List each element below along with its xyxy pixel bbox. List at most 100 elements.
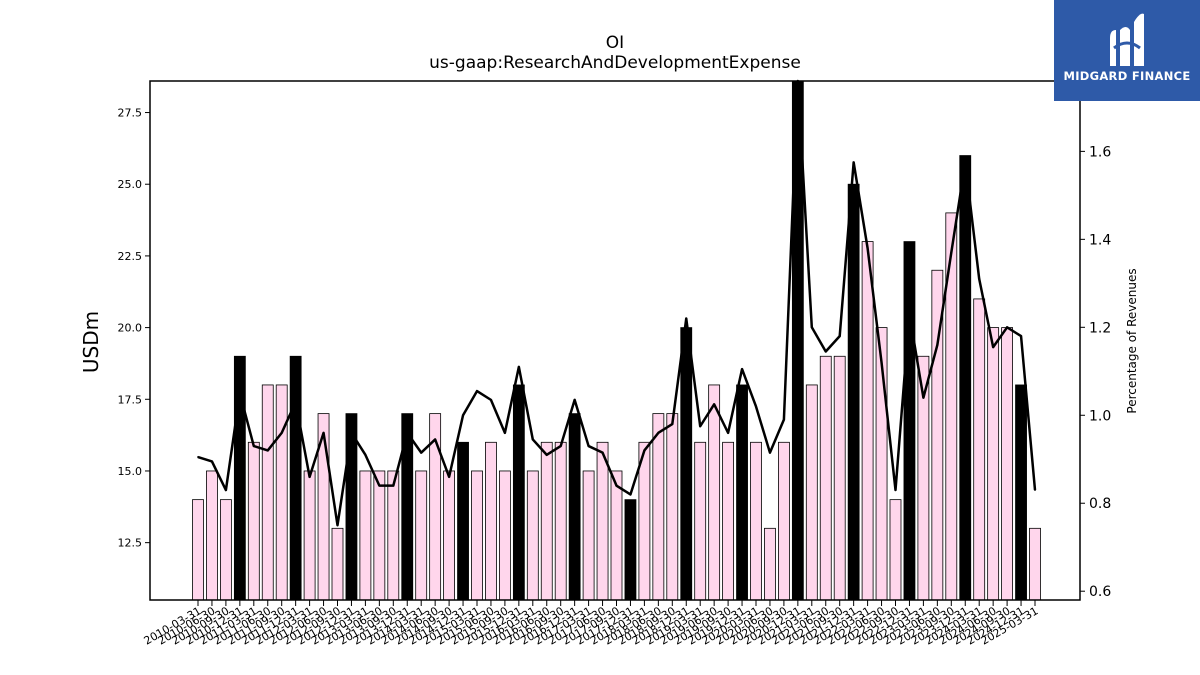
line-point-2011-09-30 [280,431,283,434]
line-point-2016-06-30 [545,453,548,456]
line-point-2014-03-31 [420,451,423,454]
y2-tick-label: 1.6 [1089,144,1111,160]
brand-name: MIDGARD FINANCE [1063,69,1191,83]
line-point-2012-09-30 [336,524,339,527]
bar-2019-03-31 [694,441,707,601]
line-point-2023-12-31 [964,161,967,164]
line-point-2013-06-30 [378,484,381,487]
line-point-2024-12-31 [1020,335,1022,338]
line-point-2013-12-31 [406,431,409,434]
bar-2018-06-30 [652,413,665,601]
line-point-2019-09-30 [727,431,729,434]
bar-2012-12-31 [345,413,358,601]
line-point-2013-09-30 [392,484,395,487]
bar-2011-03-31 [247,441,260,601]
line-series [197,79,1037,527]
bar-2013-03-31 [359,470,372,601]
line-point-2010-09-30 [225,489,227,491]
bar-2012-09-30 [331,527,344,601]
line-point-2015-09-30 [504,431,506,434]
line-point-2025-03-31 [1034,489,1036,491]
bar-2024-12-31 [1015,384,1027,601]
bar-2011-09-30 [275,384,288,601]
line-point-2022-03-31 [866,247,869,250]
bar-2019-12-31 [736,384,748,601]
bar-2014-12-31 [457,441,469,601]
bar-2018-09-30 [666,413,679,601]
line-point-2020-09-30 [783,418,785,421]
line-point-2014-12-31 [462,414,464,417]
bar-2013-09-30 [387,470,400,601]
line-point-2014-06-30 [434,438,437,441]
bar-2011-06-30 [261,384,274,601]
line-point-2023-03-31 [922,396,925,399]
bar-2020-03-31 [750,441,762,601]
line-point-2018-06-30 [657,431,660,434]
y2-axis-label: Percentage of Revenues [1125,268,1139,413]
bar-2019-06-30 [708,384,721,601]
bar-2022-09-30 [889,499,902,601]
y2-tick-label: 1.4 [1089,232,1111,248]
bar-2012-03-31 [303,470,316,601]
line-point-2013-03-31 [364,453,367,456]
bar-2021-12-31 [847,183,860,601]
line-point-2011-03-31 [252,445,255,447]
bar-2024-09-30 [1001,327,1013,601]
bar-2018-12-31 [680,327,693,601]
line-point-2015-03-31 [476,390,478,392]
line-point-2024-06-30 [992,346,995,348]
bar-2014-09-30 [443,470,456,601]
bar-2020-06-30 [764,527,776,601]
line-point-2016-03-31 [531,438,534,441]
bar-2021-06-30 [819,355,832,601]
line-point-2016-12-31 [573,398,576,401]
line-point-2015-06-30 [490,398,492,401]
line-point-2022-06-30 [880,361,883,364]
bar-2017-12-31 [624,499,637,601]
bar-2023-12-31 [959,155,972,601]
chart-title: OI [606,33,624,53]
line-point-2010-12-31 [238,392,241,395]
line-point-2024-09-30 [1006,326,1008,329]
bar-2011-12-31 [289,355,302,601]
line-point-2014-09-30 [448,475,450,478]
line-point-2011-06-30 [266,449,269,452]
line-point-2018-12-31 [685,317,688,320]
line-point-2021-03-31 [810,326,813,329]
bar-2013-06-30 [373,470,386,601]
bar-2017-09-30 [610,470,623,601]
bar-2015-03-31 [471,470,483,601]
line-point-2021-09-30 [838,335,841,338]
bar-2024-03-31 [973,298,986,601]
y-tick-label: 27.5 [118,107,143,120]
y-tick-label: 25.0 [118,178,143,191]
line-point-2012-03-31 [308,475,311,478]
bar-2021-09-30 [833,355,846,601]
bar-2010-06-30 [206,470,218,601]
line-point-2017-03-31 [587,445,590,447]
line-point-2017-12-31 [629,493,632,496]
bar-2014-03-31 [415,470,428,601]
line-point-2020-03-31 [755,405,757,408]
line-point-2019-03-31 [699,425,702,428]
line-point-2023-09-30 [950,251,953,254]
bar-2017-06-30 [596,441,609,601]
bar-2016-12-31 [568,413,581,601]
line-point-2019-06-30 [713,403,716,406]
line-point-2021-12-31 [852,161,855,164]
line-point-2021-06-30 [824,350,827,353]
y-tick-label: 12.5 [118,537,143,550]
bar-2022-12-31 [903,241,916,601]
line-point-2024-03-31 [978,278,981,280]
x-axis-ticks: 2010-03-312010-06-302010-09-302010-12-31… [142,600,1041,648]
bar-2020-09-30 [778,441,790,601]
bar-2017-03-31 [582,470,595,601]
y-axis-ticks: 12.5 15.0 17.5 20.0 22.5 25.0 27.5 [118,107,150,550]
line-point-2012-12-31 [350,431,353,434]
line-point-2018-09-30 [671,423,674,425]
y-tick-label: 20.0 [118,322,143,335]
line-point-2018-03-31 [643,449,646,452]
line-point-2020-06-30 [769,451,771,454]
bar-2024-06-30 [987,327,1000,601]
